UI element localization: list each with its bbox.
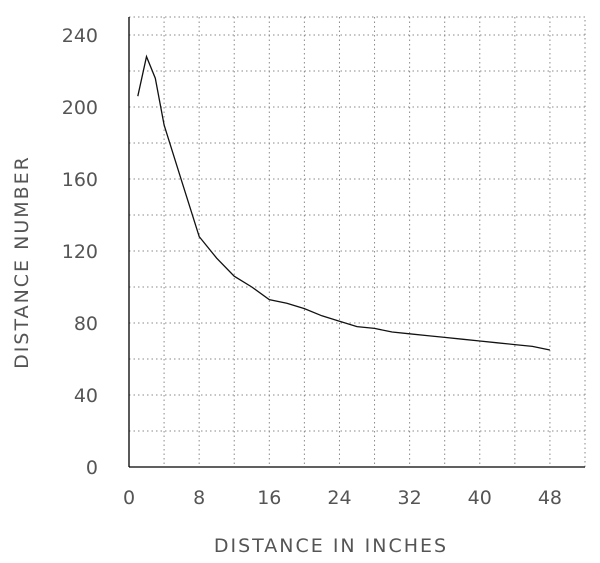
- y-tick-label: 120: [62, 241, 98, 263]
- y-tick-label: 160: [62, 169, 98, 191]
- x-tick-label: 16: [257, 487, 281, 509]
- series-line: [137, 54, 551, 351]
- y-axis-label: DISTANCE NUMBER: [11, 155, 33, 369]
- plot-frame: [128, 16, 586, 468]
- series-group: [137, 54, 551, 351]
- x-tick-label: 32: [398, 487, 422, 509]
- y-tick-label: 200: [62, 97, 98, 119]
- x-tick-label: 8: [193, 487, 205, 509]
- x-tick-label: 0: [123, 487, 135, 509]
- x-axis-label: DISTANCE IN INCHES: [214, 535, 448, 557]
- x-tick-label: 48: [538, 487, 562, 509]
- y-tick-label: 0: [86, 457, 98, 479]
- x-tick-label: 40: [468, 487, 492, 509]
- y-tick-labels: 0 40 80 120 160 200 240: [62, 25, 98, 479]
- y-tick-label: 240: [62, 25, 98, 47]
- grid: [129, 17, 585, 467]
- y-tick-label: 80: [74, 313, 98, 335]
- x-tick-labels: 0 8 16 24 32 40 48: [123, 487, 562, 509]
- x-tick-label: 24: [327, 487, 351, 509]
- y-tick-label: 40: [74, 385, 98, 407]
